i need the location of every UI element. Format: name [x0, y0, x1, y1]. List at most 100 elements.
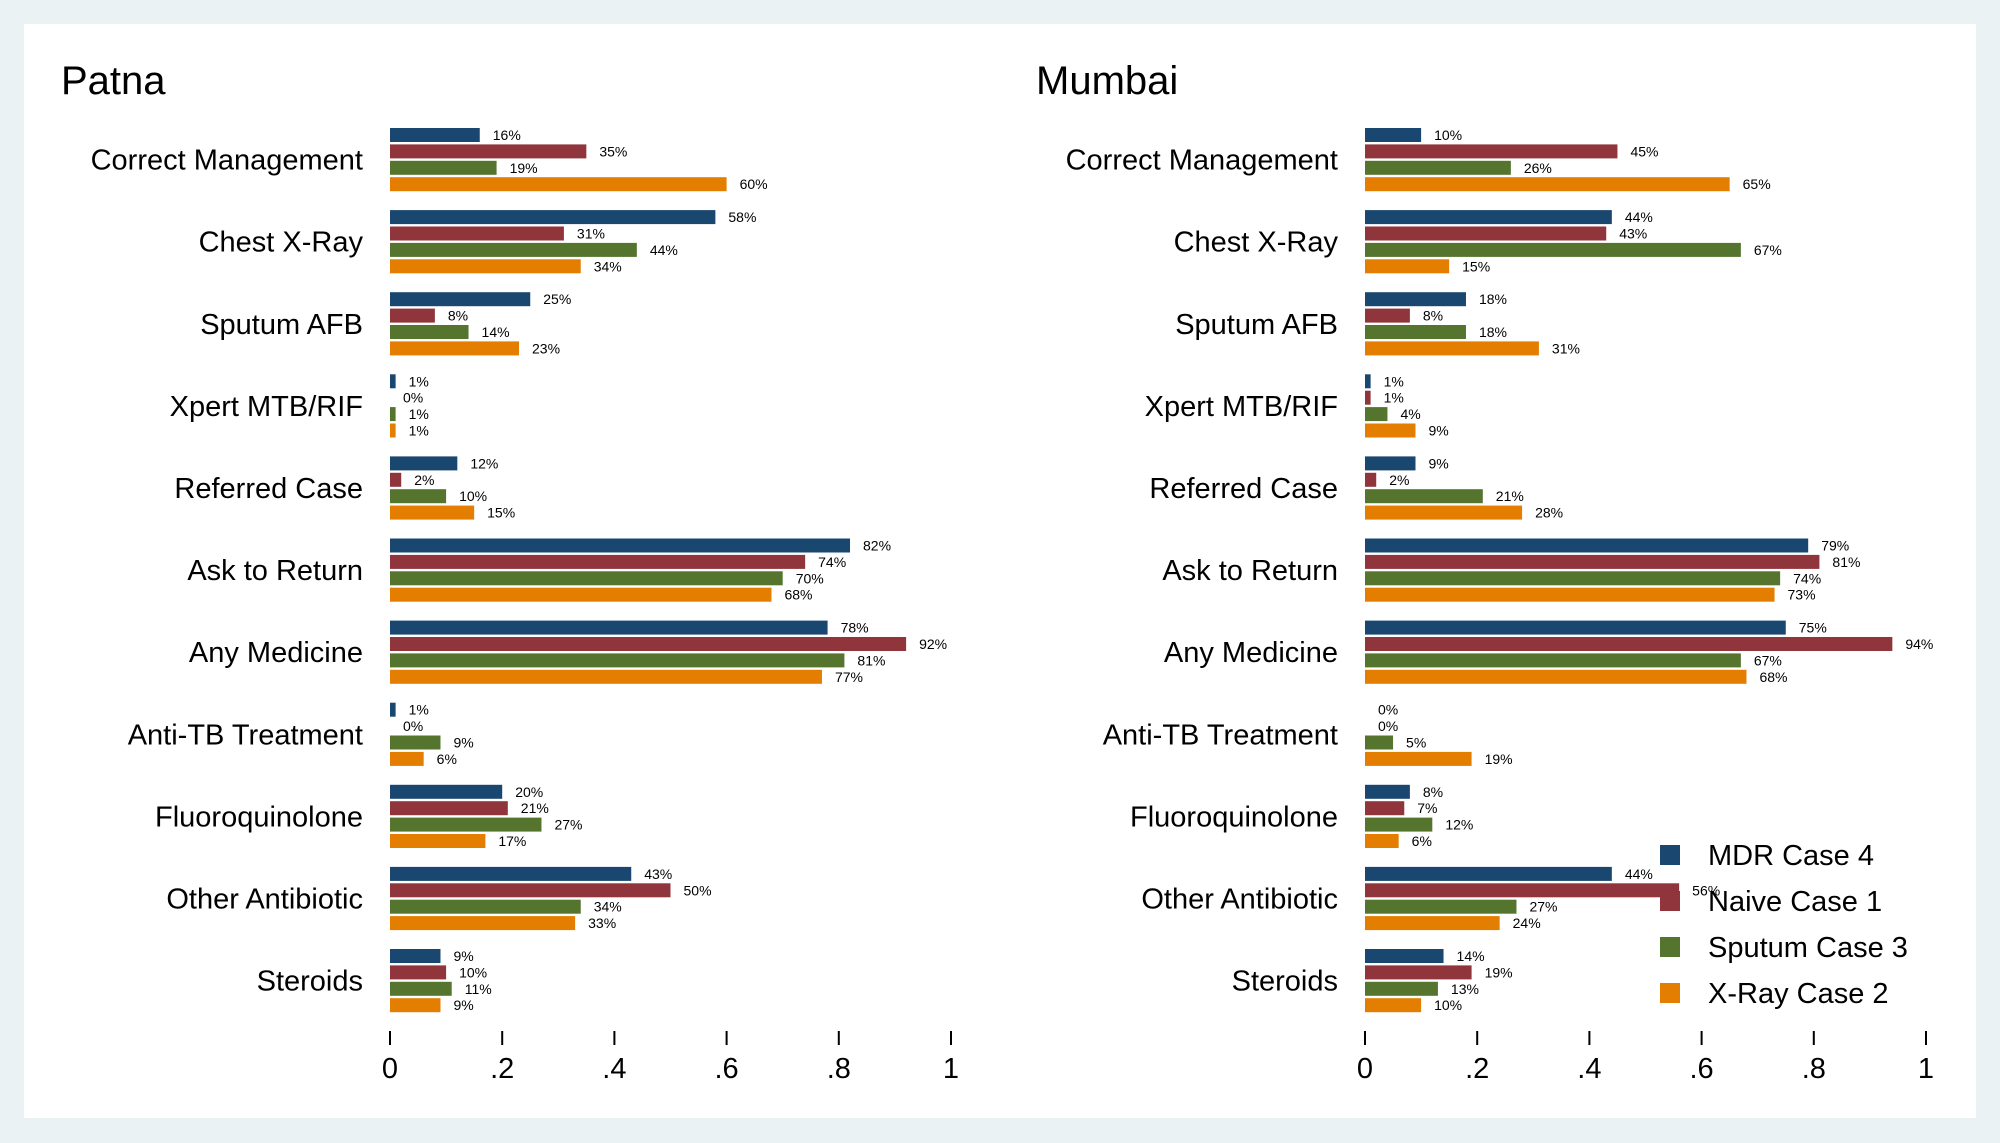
- data-label: 14%: [482, 324, 510, 340]
- bar: [390, 916, 576, 931]
- legend-swatch: [1660, 891, 1680, 911]
- category-label: Sputum AFB: [1175, 309, 1338, 341]
- legend-swatch: [1660, 983, 1680, 1003]
- data-label: 9%: [1428, 455, 1448, 471]
- legend-label: Naive Case 1: [1708, 886, 1882, 918]
- category-label: Fluoroquinolone: [1130, 801, 1338, 833]
- data-label: 81%: [857, 652, 885, 668]
- data-label: 31%: [1552, 340, 1580, 356]
- legend-label: X-Ray Case 2: [1708, 978, 1889, 1010]
- bar: [390, 866, 632, 881]
- category-label: Referred Case: [1149, 473, 1338, 505]
- bar: [390, 210, 716, 225]
- bar: [1365, 210, 1612, 225]
- data-label: 16%: [493, 127, 521, 143]
- data-label: 1%: [409, 702, 429, 718]
- bar: [1365, 751, 1472, 766]
- data-label: 45%: [1630, 143, 1658, 159]
- data-label: 19%: [510, 160, 538, 176]
- category-label: Chest X-Ray: [1174, 227, 1339, 259]
- category-label: Other Antibiotic: [166, 884, 363, 916]
- x-tick-label: 1: [943, 1053, 959, 1085]
- bar: [390, 472, 402, 487]
- panel-title: Patna: [61, 59, 166, 103]
- data-label: 10%: [1434, 997, 1462, 1013]
- x-tick-label: 0: [1357, 1053, 1373, 1085]
- bar: [1365, 784, 1410, 799]
- bar: [390, 242, 637, 257]
- data-label: 1%: [1384, 390, 1404, 406]
- data-label: 19%: [1485, 751, 1513, 767]
- bar: [390, 883, 671, 898]
- data-label: 44%: [650, 242, 678, 258]
- data-label: 8%: [1423, 308, 1443, 324]
- data-label: 10%: [459, 964, 487, 980]
- category-label: Anti-TB Treatment: [128, 719, 363, 751]
- data-label: 65%: [1743, 176, 1771, 192]
- data-label: 23%: [532, 340, 560, 356]
- data-label: 43%: [1619, 226, 1647, 242]
- bar: [390, 653, 845, 668]
- bar: [1365, 735, 1394, 750]
- x-tick-label: 1: [1918, 1053, 1934, 1085]
- data-label: 56%: [1692, 882, 1720, 898]
- x-tick-label: .2: [490, 1053, 514, 1085]
- bar: [390, 160, 497, 175]
- bar: [390, 784, 503, 799]
- bar: [390, 292, 531, 307]
- data-label: 2%: [414, 472, 434, 488]
- legend: MDR Case 4 Naive Case 1 Sputum Case 3 X-Ray…: [1660, 840, 1908, 1010]
- bar: [390, 801, 508, 816]
- x-tick-label: .6: [1690, 1053, 1714, 1085]
- data-label: 0%: [403, 390, 423, 406]
- data-label: 82%: [863, 538, 891, 554]
- bar: [390, 949, 441, 963]
- data-label: 6%: [437, 751, 457, 767]
- data-label: 74%: [1793, 570, 1821, 586]
- bar: [390, 587, 772, 602]
- data-label: 10%: [1434, 127, 1462, 143]
- bar: [1365, 866, 1612, 881]
- data-label: 26%: [1524, 160, 1552, 176]
- data-label: 24%: [1513, 915, 1541, 931]
- bar: [1365, 259, 1450, 274]
- category-label: Any Medicine: [189, 637, 363, 669]
- data-label: 35%: [599, 143, 627, 159]
- data-label: 68%: [784, 587, 812, 603]
- bar: [390, 226, 564, 241]
- data-label: 1%: [409, 373, 429, 389]
- bar: [390, 341, 520, 356]
- bar: [390, 505, 475, 520]
- bar: [390, 308, 435, 323]
- data-label: 12%: [1445, 817, 1473, 833]
- bar: [390, 965, 447, 980]
- data-label: 6%: [1412, 833, 1432, 849]
- x-tick-label: .2: [1465, 1053, 1489, 1085]
- category-label: Referred Case: [174, 473, 363, 505]
- category-label: Steroids: [257, 966, 363, 998]
- bar: [390, 423, 396, 438]
- data-label: 11%: [465, 981, 492, 997]
- data-label: 15%: [1462, 258, 1490, 274]
- category-label: Correct Management: [91, 145, 363, 177]
- bar: [1365, 637, 1893, 651]
- bar: [1365, 571, 1781, 586]
- data-label: 27%: [1529, 899, 1557, 915]
- bar: [390, 128, 480, 142]
- data-label: 73%: [1788, 587, 1816, 603]
- bar: [1365, 538, 1809, 553]
- bar: [1365, 341, 1539, 356]
- bar: [390, 998, 441, 1013]
- bar: [390, 637, 907, 651]
- bar: [390, 735, 441, 750]
- bar: [1365, 177, 1730, 192]
- legend-swatch: [1660, 845, 1680, 865]
- data-label: 21%: [521, 800, 549, 816]
- bar: [1365, 883, 1680, 898]
- data-label: 77%: [835, 669, 863, 685]
- bar: [390, 751, 424, 766]
- bar: [1365, 423, 1416, 438]
- bar: [390, 554, 806, 569]
- category-label: Ask to Return: [1162, 555, 1338, 587]
